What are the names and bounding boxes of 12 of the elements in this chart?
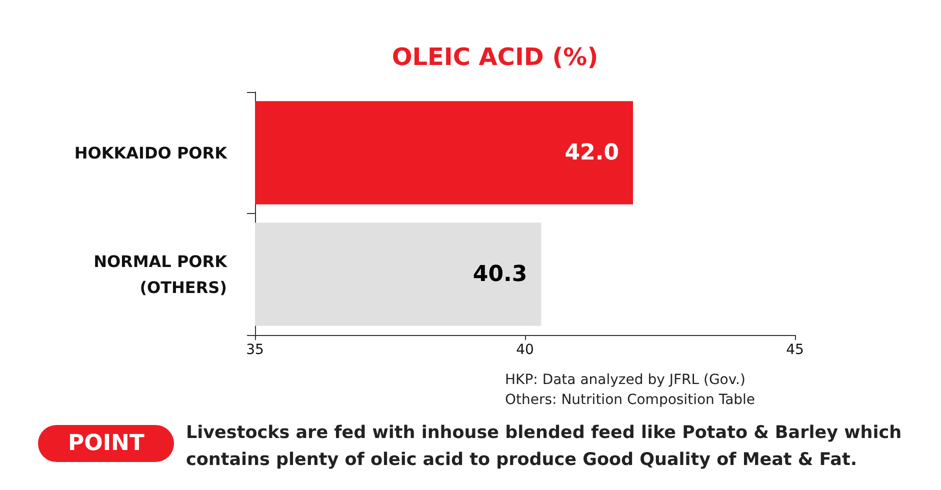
y-tick-label: NORMAL PORK (OTHERS) (94, 252, 228, 297)
x-tick-label: 40 (516, 342, 534, 358)
y-tick-label: HOKKAIDO PORK (74, 143, 228, 162)
x-tick-label: 45 (786, 342, 804, 358)
x-tick-label: 35 (246, 342, 264, 358)
data-label: 42.0 (564, 140, 619, 166)
chart-title: OLEIC ACID (%) (392, 43, 598, 71)
text: POINT (38, 425, 174, 462)
data-label: 40.3 (472, 262, 528, 287)
text: Others: Nutrition Composition Table (505, 392, 756, 408)
text: Livestocks are fed with inhouse blended feed like Potato & Barley which contains plenty of oleic acid to produce Good Quality of Meat & Fat. (186, 422, 902, 472)
text: HKP: Data analyzed by JFRL (Gov.) (505, 372, 746, 388)
